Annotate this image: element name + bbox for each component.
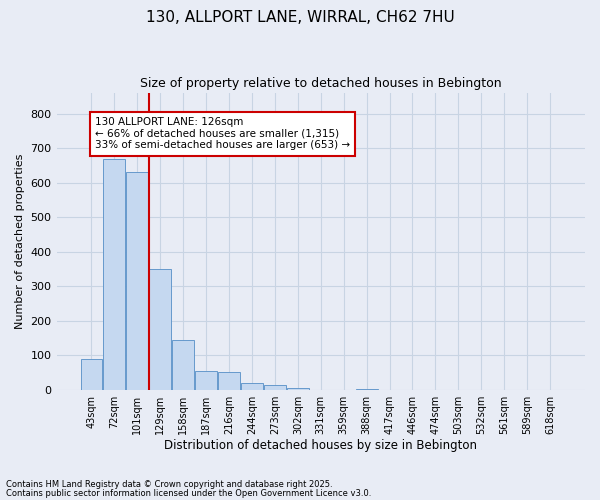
Bar <box>264 385 286 390</box>
Text: Contains HM Land Registry data © Crown copyright and database right 2025.: Contains HM Land Registry data © Crown c… <box>6 480 332 489</box>
X-axis label: Distribution of detached houses by size in Bebington: Distribution of detached houses by size … <box>164 440 477 452</box>
Bar <box>172 340 194 390</box>
Bar <box>149 269 171 390</box>
Text: Contains public sector information licensed under the Open Government Licence v3: Contains public sector information licen… <box>6 488 371 498</box>
Bar <box>218 372 240 390</box>
Text: 130 ALLPORT LANE: 126sqm
← 66% of detached houses are smaller (1,315)
33% of sem: 130 ALLPORT LANE: 126sqm ← 66% of detach… <box>95 117 350 150</box>
Bar <box>80 358 103 390</box>
Text: 130, ALLPORT LANE, WIRRAL, CH62 7HU: 130, ALLPORT LANE, WIRRAL, CH62 7HU <box>146 10 454 25</box>
Title: Size of property relative to detached houses in Bebington: Size of property relative to detached ho… <box>140 78 502 90</box>
Bar <box>127 172 148 390</box>
Bar <box>241 384 263 390</box>
Bar <box>103 158 125 390</box>
Bar <box>195 370 217 390</box>
Bar <box>287 388 309 390</box>
Y-axis label: Number of detached properties: Number of detached properties <box>15 154 25 329</box>
